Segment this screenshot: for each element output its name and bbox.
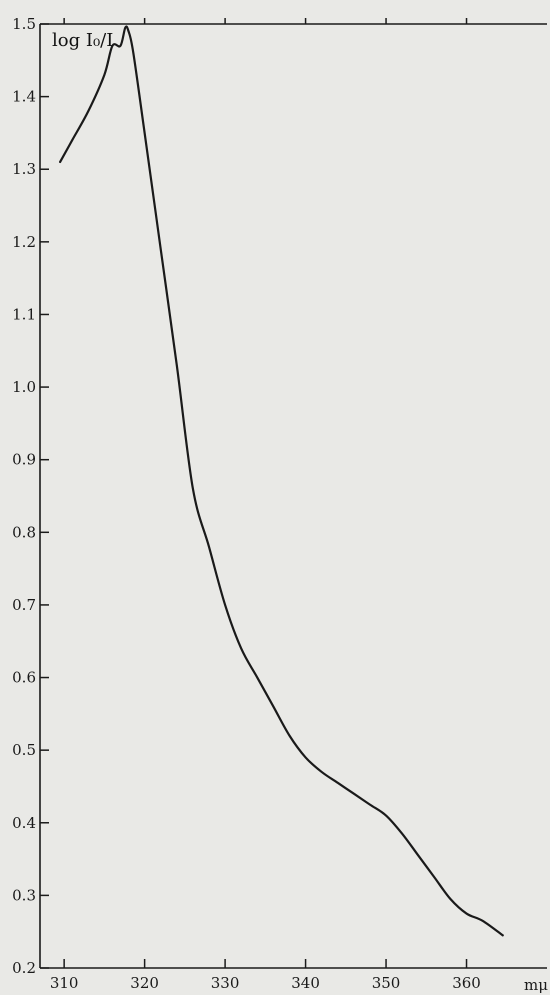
y-tick-label: 0.5 — [12, 741, 36, 759]
x-tick-label: 340 — [291, 974, 320, 992]
x-axis-unit-label: mμ — [524, 976, 548, 994]
y-axis-label: log I₀/I — [52, 30, 113, 51]
y-tick-label: 0.3 — [12, 886, 36, 904]
y-tick-label: 1.3 — [12, 160, 36, 178]
x-tick-label: 310 — [50, 974, 79, 992]
y-tick-label: 0.9 — [12, 451, 36, 469]
series-line — [59, 25, 504, 937]
y-tick-label: 1.1 — [12, 305, 36, 323]
y-tick-label: 1.2 — [12, 233, 36, 251]
y-tick-label: 1.4 — [12, 88, 36, 106]
y-tick-label: 0.8 — [12, 523, 36, 541]
x-tick-label: 330 — [211, 974, 240, 992]
y-tick-label: 0.6 — [12, 669, 36, 687]
y-tick-label: 1.5 — [12, 15, 36, 33]
x-tick-label: 350 — [372, 974, 401, 992]
x-tick-label: 320 — [130, 974, 159, 992]
x-tick-label: 360 — [452, 974, 481, 992]
y-tick-label: 0.4 — [12, 814, 36, 832]
y-tick-label: 0.2 — [12, 959, 36, 977]
y-tick-label: 1.0 — [12, 378, 36, 396]
y-tick-label: 0.7 — [12, 596, 36, 614]
